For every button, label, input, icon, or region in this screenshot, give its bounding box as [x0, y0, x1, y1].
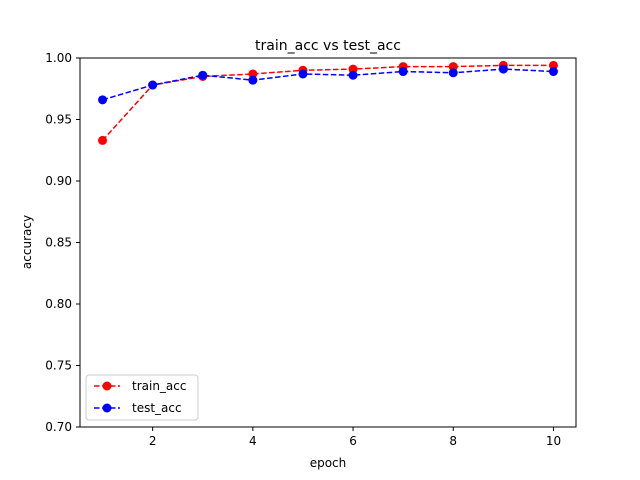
x-tick-label: 4	[249, 434, 257, 448]
data-point-test_acc	[448, 68, 458, 78]
data-point-test_acc	[548, 67, 558, 77]
data-point-test_acc	[348, 70, 358, 80]
legend-label-train_acc: train_acc	[132, 379, 186, 393]
y-tick-label: 0.70	[45, 420, 72, 434]
data-point-train_acc	[98, 135, 108, 145]
x-tick-label: 2	[149, 434, 157, 448]
legend-marker-test_acc	[102, 403, 112, 413]
data-point-train_acc	[348, 64, 358, 74]
data-point-train_acc	[548, 60, 558, 70]
series-layer	[98, 60, 558, 145]
data-point-test_acc	[198, 70, 208, 80]
legend-label-test_acc: test_acc	[132, 401, 182, 415]
series-line-train_acc	[101, 64, 554, 141]
y-tick-label: 0.85	[45, 236, 72, 250]
data-point-test_acc	[248, 75, 258, 85]
y-tick-label: 0.95	[45, 113, 72, 127]
data-point-test_acc	[498, 64, 508, 74]
data-point-test_acc	[298, 69, 308, 79]
x-tick-label: 6	[349, 434, 357, 448]
y-axis: 0.70 0.75 0.80 0.85 0.90 0.95 1.00	[45, 51, 80, 434]
x-axis: 2 4 6 8 10	[149, 427, 561, 448]
legend: train_acc test_acc	[85, 374, 199, 421]
chart-title: train_acc vs test_acc	[255, 38, 401, 54]
y-tick-label: 0.75	[45, 359, 72, 373]
data-point-test_acc	[148, 80, 158, 90]
y-tick-label: 1.00	[45, 51, 72, 65]
data-point-train_acc	[248, 69, 258, 79]
data-point-test_acc	[98, 95, 108, 105]
data-point-train_acc	[448, 62, 458, 72]
x-tick-label: 10	[546, 434, 561, 448]
x-tick-label: 8	[449, 434, 457, 448]
y-tick-label: 0.90	[45, 174, 72, 188]
series-test_acc	[98, 64, 558, 105]
legend-marker-train_acc	[102, 381, 112, 391]
series-line-test_acc	[102, 68, 554, 101]
x-axis-label: epoch	[310, 456, 347, 470]
y-axis-label: accuracy	[20, 215, 34, 269]
data-point-test_acc	[398, 67, 408, 77]
y-tick-label: 0.80	[45, 297, 72, 311]
